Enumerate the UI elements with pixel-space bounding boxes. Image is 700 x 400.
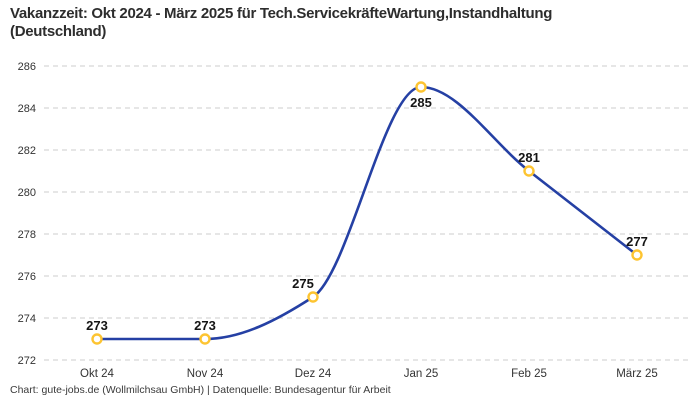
- y-tick-label-286: 286: [18, 61, 36, 73]
- y-tick-label-284: 284: [18, 103, 36, 115]
- data-point-label-2: 273: [194, 318, 216, 333]
- y-tick-label-282: 282: [18, 145, 36, 157]
- data-point-label-6: 277: [626, 234, 648, 249]
- x-tick-label-3: Dez 24: [295, 368, 332, 380]
- data-point-label-1: 273: [86, 318, 108, 333]
- chart-credit: Chart: gute-jobs.de (Wollmilchsau GmbH) …: [10, 384, 391, 396]
- data-point-label-4: 285: [410, 95, 432, 110]
- data-point-marker-6[interactable]: [631, 249, 643, 261]
- chart-title-line-2: (Deutschland): [10, 23, 107, 40]
- y-tick-label-274: 274: [18, 313, 36, 325]
- data-point-marker-4[interactable]: [415, 81, 427, 93]
- x-tick-label-1: Okt 24: [80, 368, 114, 380]
- data-point-marker-2[interactable]: [199, 333, 211, 345]
- y-tick-label-280: 280: [18, 187, 36, 199]
- x-tick-label-5: Feb 25: [511, 368, 547, 380]
- chart-title-line-1: Vakanzzeit: Okt 2024 - März 2025 für Tec…: [10, 5, 553, 22]
- y-tick-label-272: 272: [18, 355, 36, 367]
- data-point-label-5: 281: [518, 150, 540, 165]
- series-line: [95, 85, 639, 341]
- data-point-marker-5[interactable]: [523, 165, 535, 177]
- data-point-marker-3[interactable]: [307, 291, 319, 303]
- data-point-marker-1[interactable]: [91, 333, 103, 345]
- data-point-label-3: 275: [292, 276, 314, 291]
- chart-title: Vakanzzeit: Okt 2024 - März 2025 für Tec…: [10, 5, 670, 41]
- x-tick-label-4: Jan 25: [404, 368, 439, 380]
- y-tick-label-278: 278: [18, 229, 36, 241]
- y-tick-label-276: 276: [18, 271, 36, 283]
- x-tick-label-6: März 25: [616, 368, 658, 380]
- x-tick-label-2: Nov 24: [187, 368, 224, 380]
